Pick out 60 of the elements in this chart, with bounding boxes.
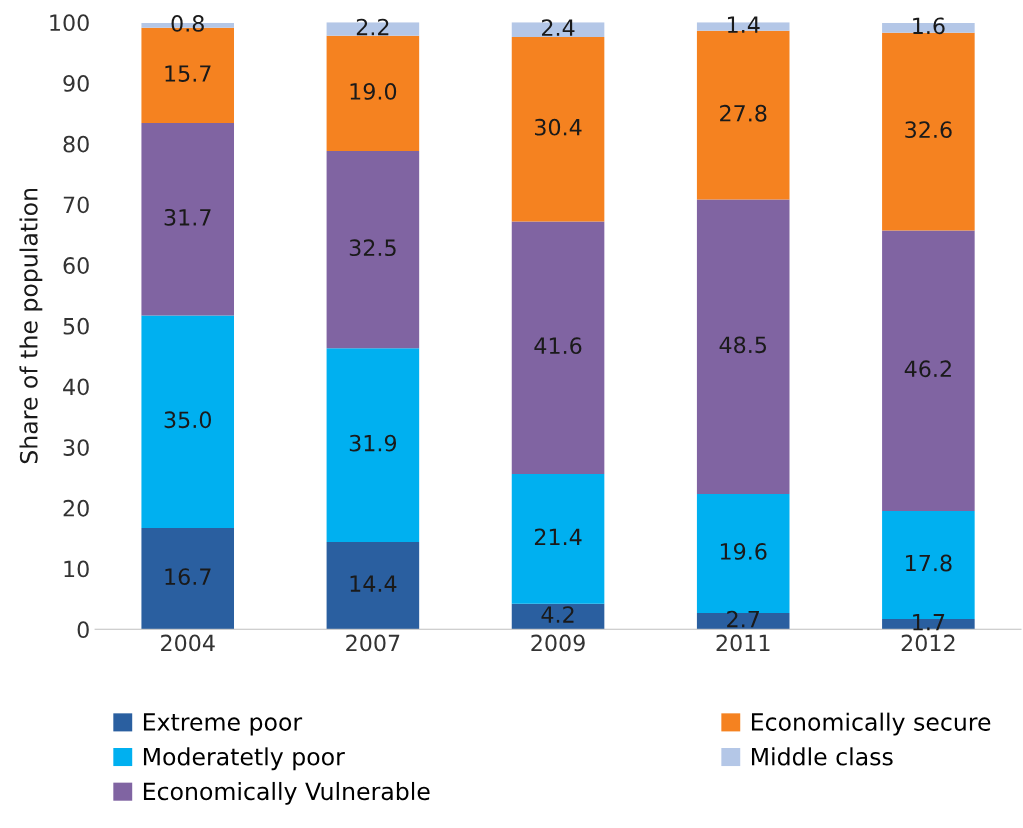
y-tick-label: 0 bbox=[77, 621, 89, 639]
y-tick-label: 40 bbox=[63, 378, 89, 396]
y-tick-label: 90 bbox=[63, 75, 89, 92]
data-label: 4.2 bbox=[541, 606, 574, 623]
bar bbox=[326, 541, 420, 630]
bar bbox=[696, 199, 790, 494]
data-label: 2.4 bbox=[542, 19, 575, 36]
x-tick-label: 2009 bbox=[531, 634, 585, 652]
bar bbox=[326, 151, 420, 349]
x-tick-label: 2007 bbox=[346, 634, 400, 652]
bar bbox=[511, 36, 605, 222]
y-tick-label: 50 bbox=[63, 317, 89, 335]
y-tick-label: 70 bbox=[63, 196, 89, 214]
data-label: 19.0 bbox=[350, 83, 397, 100]
bar bbox=[696, 612, 790, 630]
bar bbox=[141, 527, 235, 630]
data-label: 17.8 bbox=[906, 554, 952, 572]
data-label: 30.4 bbox=[535, 118, 582, 136]
data-label: 41.6 bbox=[534, 337, 582, 355]
x-tick-label: 2011 bbox=[716, 634, 770, 652]
data-label: 1.6 bbox=[913, 17, 945, 35]
bar bbox=[326, 35, 420, 152]
legend-label: Middle class bbox=[751, 747, 893, 766]
legend-label: Moderatetly poor bbox=[143, 747, 345, 771]
data-label: 15.7 bbox=[165, 65, 211, 82]
y-tick-label: 10 bbox=[64, 560, 89, 578]
legend-label: Extreme poor bbox=[143, 713, 303, 736]
bar bbox=[511, 473, 605, 604]
data-label: 48.5 bbox=[719, 336, 767, 354]
data-label: 16.7 bbox=[165, 568, 211, 586]
y-tick-label: 30 bbox=[63, 439, 89, 456]
bar bbox=[141, 315, 235, 528]
data-label: 32.5 bbox=[349, 239, 396, 257]
bar bbox=[882, 230, 975, 511]
legend-label: Economically Vulnerable bbox=[143, 781, 430, 805]
y-tick-label: 100 bbox=[50, 14, 89, 32]
data-label: 1.4 bbox=[727, 16, 760, 33]
x-tick-label: 2004 bbox=[161, 634, 215, 652]
data-label: 32.6 bbox=[905, 121, 952, 139]
data-label: 27.8 bbox=[720, 104, 767, 122]
y-tick-label: 20 bbox=[63, 499, 89, 517]
data-label: 31.7 bbox=[164, 208, 211, 226]
y-tick-label: 60 bbox=[63, 257, 89, 274]
bar bbox=[511, 603, 605, 630]
legend-label: Economically secure bbox=[751, 712, 991, 736]
data-label: 35.0 bbox=[164, 411, 211, 429]
data-label: 21.4 bbox=[534, 528, 582, 545]
y-tick-label: 80 bbox=[63, 135, 89, 153]
data-label: 46.2 bbox=[904, 360, 951, 378]
y-axis-title: Share of the population bbox=[19, 188, 43, 464]
bar bbox=[326, 348, 420, 542]
data-label: 0.8 bbox=[171, 15, 204, 32]
bar bbox=[141, 123, 235, 316]
x-tick-label: 2012 bbox=[901, 634, 955, 652]
data-label: 31.9 bbox=[349, 434, 397, 452]
data-label: 2.7 bbox=[727, 610, 759, 628]
data-label: 2.2 bbox=[356, 18, 389, 36]
data-label: 19.6 bbox=[720, 543, 767, 560]
data-label: 14.4 bbox=[350, 575, 397, 592]
bar bbox=[511, 221, 605, 474]
